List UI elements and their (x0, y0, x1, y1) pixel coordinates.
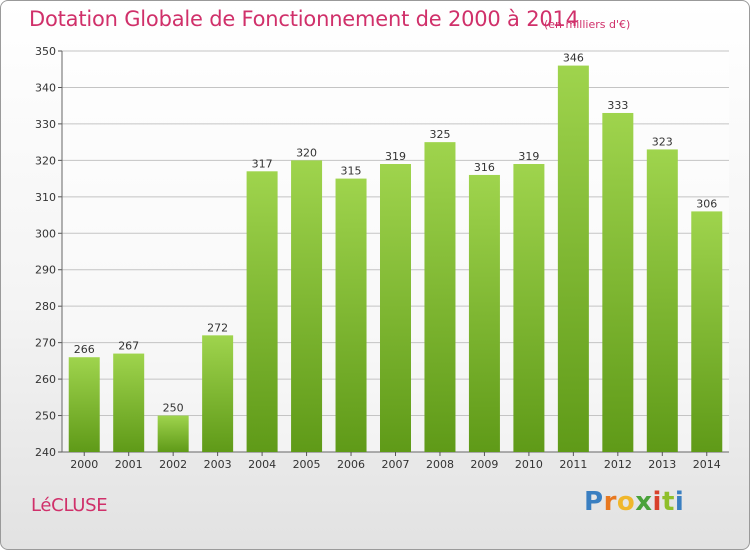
x-tick-label: 2013 (648, 458, 676, 471)
y-tick-label: 320 (35, 154, 56, 167)
x-tick-label: 2006 (337, 458, 365, 471)
bar-2013 (646, 149, 678, 452)
bar-2009 (468, 174, 500, 453)
bar-2006 (335, 178, 367, 452)
data-label: 333 (607, 99, 628, 112)
data-label: 306 (696, 197, 717, 210)
x-tick-label: 2004 (248, 458, 276, 471)
bar-2004 (246, 171, 278, 453)
y-tick-label: 270 (35, 337, 56, 350)
y-tick-label: 250 (35, 410, 56, 423)
bar-2012 (602, 112, 634, 453)
data-label: 319 (385, 150, 406, 163)
x-tick-label: 2010 (515, 458, 543, 471)
bar-2000 (68, 357, 100, 452)
y-tick-label: 350 (35, 45, 56, 58)
data-label: 250 (163, 402, 184, 415)
x-tick-label: 2005 (293, 458, 321, 471)
bar-2011 (557, 65, 589, 452)
y-tick-label: 340 (35, 81, 56, 94)
x-tick-label: 2014 (693, 458, 721, 471)
data-label: 266 (74, 343, 95, 356)
y-tick-label: 310 (35, 191, 56, 204)
chart-title: Dotation Globale de Fonctionnement de 20… (29, 7, 579, 31)
logo-letter: P (584, 487, 604, 517)
bar-2003 (202, 335, 234, 452)
data-label: 272 (207, 321, 228, 334)
data-label: 317 (252, 157, 273, 170)
data-label: 316 (474, 161, 495, 174)
x-tick-label: 2009 (470, 458, 498, 471)
data-label: 315 (341, 165, 362, 178)
y-tick-label: 290 (35, 264, 56, 277)
x-tick-label: 2003 (204, 458, 232, 471)
logo-letter: o (616, 487, 636, 517)
logo-letter: r (603, 487, 617, 517)
y-tick-label: 300 (35, 227, 56, 240)
data-label: 323 (652, 135, 673, 148)
y-tick-label: 280 (35, 300, 56, 313)
data-label: 267 (118, 340, 139, 353)
data-label: 319 (518, 150, 539, 163)
y-tick-label: 240 (35, 446, 56, 459)
data-label: 325 (429, 128, 450, 141)
x-tick-label: 2007 (382, 458, 410, 471)
data-label: 346 (563, 52, 584, 65)
x-tick-label: 2008 (426, 458, 454, 471)
logo-letter: t (661, 487, 675, 517)
y-tick-label: 260 (35, 373, 56, 386)
bar-2014 (691, 211, 723, 452)
logo-letter: x (635, 487, 653, 517)
bar-2005 (291, 160, 323, 452)
x-tick-label: 2012 (604, 458, 632, 471)
bar-2007 (380, 164, 411, 452)
commune-name: LéCLUSE (31, 495, 108, 516)
bar-2008 (424, 142, 456, 453)
y-tick-label: 330 (35, 118, 56, 131)
bar-2010 (513, 164, 545, 452)
logo-letter: i (674, 487, 685, 517)
proxiti-logo: Proxiti (584, 487, 684, 517)
x-tick-label: 2001 (115, 458, 143, 471)
bar-2001 (113, 353, 145, 452)
data-label: 320 (296, 146, 317, 159)
x-tick-label: 2002 (159, 458, 187, 471)
x-tick-label: 2000 (70, 458, 98, 471)
unit-note: (en milliers d'€) (544, 18, 631, 31)
logo-letter: i (652, 487, 662, 517)
x-tick-label: 2011 (559, 458, 587, 471)
bar-2002 (157, 415, 189, 452)
